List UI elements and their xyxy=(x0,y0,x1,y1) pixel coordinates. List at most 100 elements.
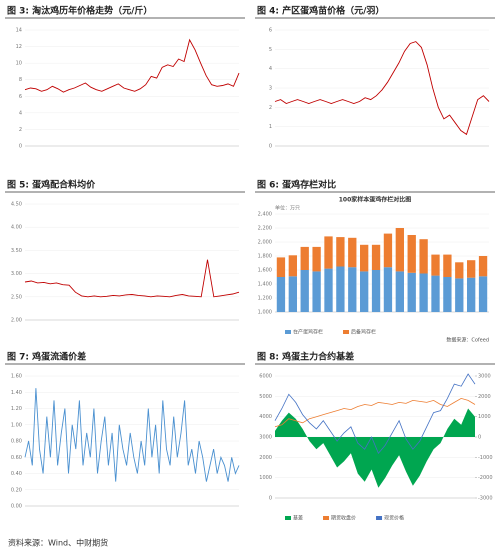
data-line xyxy=(274,373,476,455)
bar-segment xyxy=(407,272,416,312)
y-tick-label: 4.00 xyxy=(11,225,22,231)
legend-label: 现货价格 xyxy=(384,515,404,522)
basis-area xyxy=(275,408,475,488)
y-tick-label: 1.60 xyxy=(11,374,22,380)
legend-swatch xyxy=(376,516,383,520)
legend-swatch xyxy=(323,516,330,520)
y-tick-label: 4.50 xyxy=(11,202,22,208)
y-tick-label: 2.00 xyxy=(11,318,22,324)
figure-title: 图 3: 淘汰鸡历年价格走势（元/斤） xyxy=(7,5,152,17)
data-line xyxy=(274,41,490,136)
y-tick-label: 0 xyxy=(269,144,272,150)
legend-swatch xyxy=(343,330,350,334)
bar-segment xyxy=(288,276,297,312)
y-tick-label: 4 xyxy=(19,110,22,116)
y-tick-label: 5000 xyxy=(259,394,272,400)
y-tick-label: 1,800 xyxy=(258,254,272,260)
y-tick-label: 1 xyxy=(269,124,272,130)
bar-segment xyxy=(276,277,286,312)
y-tick-label: 3.00 xyxy=(11,271,22,277)
bar-segment xyxy=(455,262,464,279)
bar-segment xyxy=(395,271,404,312)
legend-swatch xyxy=(285,516,291,520)
data-line xyxy=(24,388,240,482)
y-tick-label: 3.50 xyxy=(11,248,22,254)
figure-title: 图 6: 蛋鸡存栏对比 xyxy=(257,179,336,191)
y-tick-label: 2 xyxy=(19,127,22,133)
bar-segment xyxy=(324,268,333,312)
y2-tick-label: -2000 xyxy=(478,475,493,481)
bar-segment xyxy=(348,267,357,312)
y-tick-label: 6 xyxy=(19,94,22,100)
y-tick-label: 4 xyxy=(269,66,272,72)
bar-segment xyxy=(288,255,297,277)
y-tick-label: 12 xyxy=(16,44,22,50)
y-tick-label: 3 xyxy=(269,86,272,92)
figure-title: 图 4: 产区蛋鸡苗价格（元/羽） xyxy=(257,5,384,17)
y-tick-label: 10 xyxy=(16,61,22,67)
y-tick-label: 2 xyxy=(269,105,272,111)
data-line xyxy=(274,397,476,428)
legend-swatch xyxy=(285,330,291,334)
legend-label: 期货收盘价 xyxy=(331,515,356,522)
bar-segment xyxy=(431,275,440,312)
y-tick-label: 2,400 xyxy=(258,212,272,218)
bar-segment xyxy=(467,277,476,312)
y-tick-label: 1,600 xyxy=(258,268,272,274)
bar-segment xyxy=(419,273,428,312)
unit-label: 单位：万只 xyxy=(275,205,300,212)
y-tick-label: 1.40 xyxy=(11,390,22,396)
y-tick-label: 2000 xyxy=(259,455,272,461)
bar-segment xyxy=(455,278,464,312)
bar-segment xyxy=(371,270,381,312)
figure-title: 图 8: 鸡蛋主力合约基差 xyxy=(257,351,354,363)
y-tick-label: 0.60 xyxy=(11,455,22,461)
bar-segment xyxy=(300,270,309,312)
y2-tick-label: 2000 xyxy=(478,394,491,400)
y-tick-label: 0 xyxy=(19,144,22,150)
bar-segment xyxy=(419,239,428,274)
chart-source: 数据来源：Cofeed xyxy=(446,337,489,344)
y-tick-label: 14 xyxy=(16,28,22,34)
y-tick-label: 2,200 xyxy=(258,226,272,232)
bar-segment xyxy=(478,276,488,312)
y-tick-label: 1.20 xyxy=(11,406,22,412)
legend-label: 基差 xyxy=(293,515,303,522)
bar-segment xyxy=(276,257,286,277)
y-tick-label: 3000 xyxy=(259,435,272,441)
y-tick-label: 6000 xyxy=(259,374,272,380)
y-tick-label: 0.80 xyxy=(11,439,22,445)
legend-label: 在产蛋鸡存栏 xyxy=(293,329,323,336)
bar-segment xyxy=(443,254,452,277)
bar-segment xyxy=(407,235,416,273)
y-tick-label: 6 xyxy=(269,28,272,34)
bar-segment xyxy=(431,254,440,276)
y-tick-label: 2.50 xyxy=(11,294,22,300)
chart-subtitle: 100家样本蛋鸡存栏对比图 xyxy=(339,196,412,204)
y-tick-label: 1,400 xyxy=(258,282,272,288)
y2-tick-label: 0 xyxy=(478,435,481,441)
bar-segment xyxy=(348,237,357,268)
y-tick-label: 0.40 xyxy=(11,471,22,477)
y2-tick-label: -3000 xyxy=(478,496,493,502)
y-tick-label: 1.00 xyxy=(11,422,22,428)
source-note: 资料来源：Wind、中财期货 xyxy=(8,538,108,548)
y-tick-label: 0 xyxy=(269,496,272,502)
bar-segment xyxy=(371,244,381,270)
y-tick-label: 1,200 xyxy=(258,296,272,302)
bar-segment xyxy=(312,246,321,272)
y-tick-label: 2,000 xyxy=(258,240,272,246)
bar-segment xyxy=(312,271,321,312)
bar-segment xyxy=(336,237,345,267)
y-tick-label: 1000 xyxy=(259,475,272,481)
y-tick-label: 5 xyxy=(269,47,272,53)
bar-segment xyxy=(383,233,393,268)
bar-segment xyxy=(478,256,488,277)
figure-title: 图 7: 鸡蛋流通价差 xyxy=(7,351,86,363)
figure-title: 图 5: 蛋鸡配合料均价 xyxy=(7,179,96,191)
y-tick-label: 8 xyxy=(19,77,22,83)
data-line xyxy=(24,38,240,93)
bar-segment xyxy=(360,244,369,272)
